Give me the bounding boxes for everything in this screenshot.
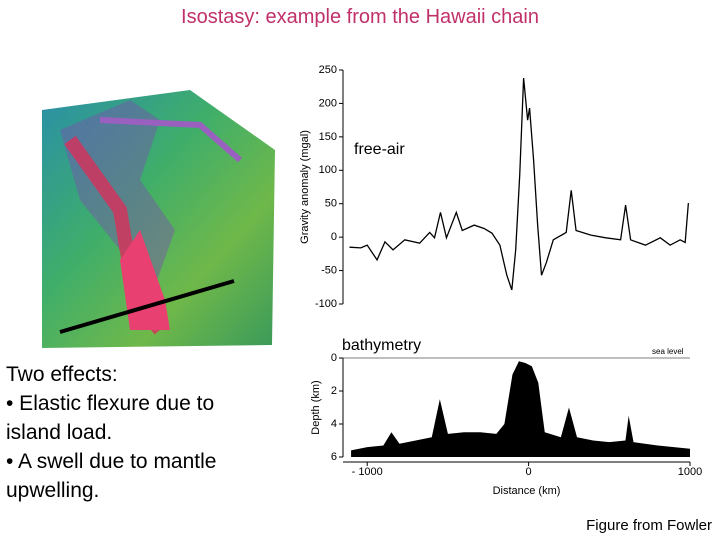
text-block: Two effects: • Elastic flexure due to is… (6, 360, 266, 505)
y-tick-label: 100 (319, 164, 337, 176)
y-tick-label: 150 (319, 131, 337, 143)
y-tick-label: 200 (319, 97, 337, 109)
y-tick-label: -100 (315, 298, 337, 310)
free-air-line (349, 77, 690, 291)
x-axis-label: Distance (km) (493, 485, 561, 497)
sea-level-label: sea level (652, 347, 684, 356)
y-tick-label: 0 (331, 231, 337, 243)
y-tick-label: 6 (331, 451, 337, 463)
y-tick-label: 2 (331, 385, 337, 397)
y-tick-label: -50 (321, 264, 337, 276)
annotation: free-air (354, 141, 405, 158)
credit: Figure from Fowler (586, 517, 712, 534)
y-axis-label: Gravity anomaly (mgal) (299, 130, 311, 244)
intro: Two effects: (6, 363, 118, 386)
y-tick-label: 4 (331, 418, 337, 430)
bullet: • A swell due to mantle upwelling. (6, 450, 217, 502)
annotation: bathymetry (342, 337, 421, 354)
y-tick-label: 50 (325, 198, 337, 210)
x-tick-label: 0 (526, 466, 532, 478)
x-tick-label: 1000 (678, 466, 702, 478)
y-axis-label: Depth (km) (310, 380, 322, 434)
bathymetry-area (351, 361, 690, 457)
slide-title: Isostasy: example from the Hawaii chain (181, 6, 539, 28)
bullet: • Elastic flexure due to island load. (6, 392, 215, 444)
y-tick-label: 250 (319, 64, 337, 76)
relief-image (42, 90, 275, 348)
x-tick-label: - 1000 (352, 466, 383, 478)
y-tick-label: 0 (331, 352, 337, 364)
